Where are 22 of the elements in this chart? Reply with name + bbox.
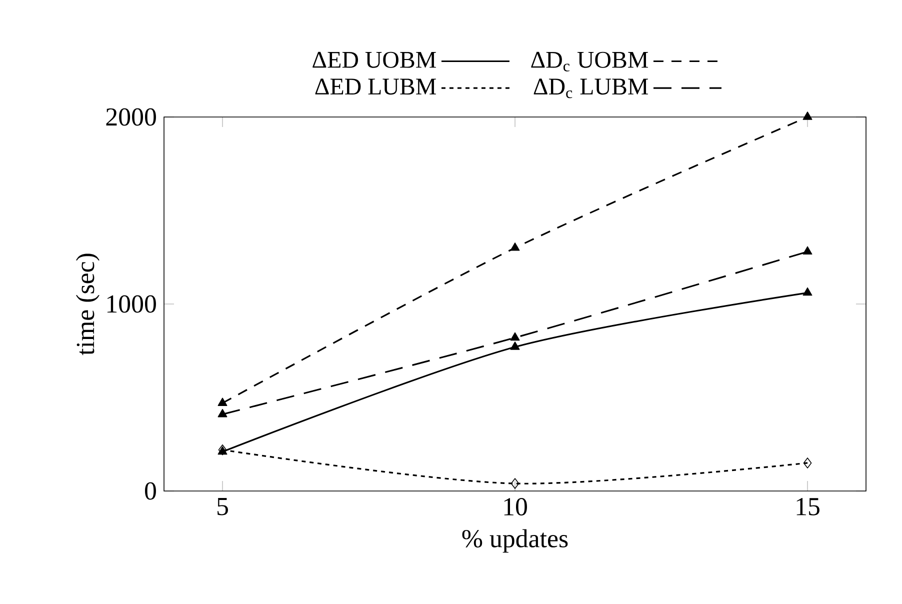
point (510, 342, 520, 350)
point (510, 478, 520, 489)
point (218, 398, 228, 406)
y-axis-title: time (sec) (76, 254, 100, 356)
point (802, 246, 812, 255)
point (803, 458, 812, 468)
x-tick-label: 10 (504, 498, 527, 516)
legend-label: ΔD$_{c}$ LUBM (534, 78, 648, 98)
legend-label: ΔED UOBM (312, 52, 436, 68)
x-tick-label: 5 (218, 498, 228, 516)
x-tick-label: 15 (796, 498, 820, 516)
point (802, 287, 812, 296)
point (510, 332, 520, 341)
x-axis-title: % updates (462, 529, 568, 553)
legend-label: ΔD$_{c}$ UOBM (531, 52, 648, 72)
point (218, 408, 228, 418)
y-tick-label: 2000 (106, 108, 156, 126)
point (802, 112, 812, 120)
y-tick-label: 0 (145, 482, 156, 500)
legend-label: ΔED LUBM (315, 78, 436, 95)
y-tick-label: 1000 (107, 295, 156, 313)
point (510, 242, 520, 251)
